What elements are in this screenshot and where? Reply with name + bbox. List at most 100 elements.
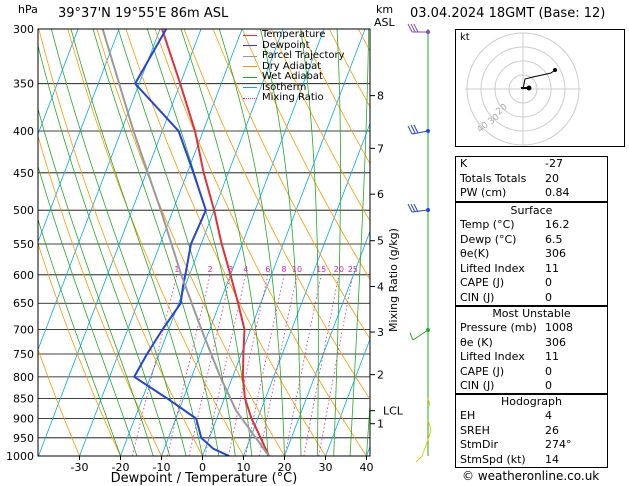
height-unit-label: km xyxy=(376,3,394,16)
hodo-row: StmDir 274° xyxy=(460,438,572,452)
mixing-ratio-line xyxy=(284,274,322,456)
copyright-footer[interactable]: © weatheronline.co.uk xyxy=(462,469,600,483)
most-unstable-table: Most Unstable Pressure (mb) 1008 θe (K) 30… xyxy=(455,305,608,395)
legend-swatch xyxy=(243,55,257,57)
wet-adiabat xyxy=(180,29,269,456)
isotherm-line xyxy=(38,29,79,136)
index-row: PW (cm) 0.84 xyxy=(460,186,570,200)
mixing-ratio-line xyxy=(258,274,298,456)
legend-label: Parcel Trajectory xyxy=(262,50,345,61)
wind-profile xyxy=(407,23,432,463)
legend-label: Isotherm xyxy=(262,81,307,93)
isotherm-line xyxy=(38,29,161,351)
right-axis-label: Mixing Ratio (g/kg) xyxy=(387,228,400,332)
legend-swatch xyxy=(243,34,257,36)
index-row: Totals Totals 20 xyxy=(460,171,559,185)
wet-adiabat xyxy=(70,29,203,456)
y-tick-label: 950 xyxy=(13,432,34,445)
index-row: K -27 xyxy=(460,157,563,170)
wind-barb xyxy=(407,203,429,213)
mixing-ratio-label: 2 xyxy=(208,265,213,274)
hodo-row: StmSpd (kt) 14 xyxy=(460,452,559,466)
x-tick-label: 20 xyxy=(278,461,292,474)
most-unstable-title: Most Unstable xyxy=(492,307,571,320)
hodograph-table-title: Hodograph xyxy=(501,395,562,408)
legend-label: Wet Adiabat xyxy=(262,71,323,82)
y-tick-label: 850 xyxy=(13,392,34,405)
pressure-unit-label: hPa xyxy=(18,3,38,16)
dewpoint-line xyxy=(132,29,230,456)
km-tick-label: 2 xyxy=(377,369,384,382)
wet-adiabat xyxy=(38,218,121,456)
legend-swatch xyxy=(243,87,257,89)
wet-adiabat xyxy=(38,107,154,456)
y-tick-label: 1000 xyxy=(6,450,34,463)
wind-marker xyxy=(426,208,430,212)
isotherm-line xyxy=(202,29,366,456)
dry-adiabat xyxy=(67,29,244,456)
wet-adiabat xyxy=(146,29,253,456)
legend-entry: Dewpoint xyxy=(243,39,345,52)
y-tick-label: 700 xyxy=(13,324,34,337)
wet-adiabat xyxy=(300,29,319,456)
x-tick-label: 0 xyxy=(199,461,206,474)
x-tick-label: 30 xyxy=(319,461,333,474)
temperature-line xyxy=(161,29,270,456)
legend-entry: Temperature xyxy=(243,29,345,41)
x-tick-label: -30 xyxy=(71,461,89,474)
y-tick-label: 450 xyxy=(13,167,34,180)
legend-entry: Isotherm xyxy=(243,81,345,94)
legend-swatch xyxy=(243,66,257,68)
legend: Temperature Dewpoint Parcel Trajectory Dry … xyxy=(243,29,345,104)
wet-adiabat xyxy=(51,29,187,456)
legend-swatch xyxy=(243,97,257,99)
mixing-ratio-label: 4 xyxy=(243,265,248,274)
legend-swatch xyxy=(243,76,257,78)
mixing-ratio-label: 8 xyxy=(282,265,287,274)
x-tick-label: -20 xyxy=(112,461,130,474)
mixing-ratio-line xyxy=(204,274,247,456)
wet-adiabat xyxy=(333,29,341,456)
mu-row: Lifted Index 11 xyxy=(460,350,559,364)
isotherm-line xyxy=(161,29,325,456)
wet-adiabat xyxy=(349,29,370,456)
dry-adiabat xyxy=(38,242,121,456)
mixing-ratio-label: 3 xyxy=(228,265,233,274)
legend-label: Dewpoint xyxy=(262,39,310,51)
mu-row: CIN (J) 0 xyxy=(460,379,552,393)
wet-adiabat xyxy=(117,29,236,456)
mu-row: θe (K) 306 xyxy=(460,335,566,349)
y-tick-label: 400 xyxy=(13,125,34,138)
y-tick-label: 900 xyxy=(13,413,34,426)
indices-table: K -27 Totals Totals 20 PW (cm) 0.84 xyxy=(455,156,608,202)
mixing-ratio-label: 15 xyxy=(316,265,326,274)
wet-adiabat xyxy=(92,29,220,456)
dry-adiabat xyxy=(299,29,370,165)
mixing-ratio-label: 20 xyxy=(334,265,344,274)
surface-title: Surface xyxy=(510,204,553,217)
surface-row: CAPE (J) 0 xyxy=(460,276,552,290)
legend-entry: Mixing Ratio xyxy=(243,92,345,104)
surface-table: Surface Temp (°C) 16.2 Dewp (°C) 6.5 θe(K)… xyxy=(455,202,608,307)
dry-adiabat xyxy=(38,348,80,456)
y-tick-label: 350 xyxy=(13,78,34,91)
hodograph-end-marker xyxy=(553,68,557,72)
wind-barb xyxy=(409,329,429,341)
y-tick-label: 650 xyxy=(13,297,34,310)
dry-adiabat xyxy=(38,29,203,456)
surface-row: Dewp (°C) 6.5 xyxy=(460,232,563,246)
parcel-trajectory-line xyxy=(101,29,270,456)
wind-barb xyxy=(407,23,428,33)
mixing-ratio-line xyxy=(228,274,269,456)
wind-marker xyxy=(426,328,430,332)
surface-row: θe(K) 306 xyxy=(460,247,566,261)
legend-label: Temperature xyxy=(262,29,326,40)
y-tick-label: 750 xyxy=(13,348,34,361)
mixing-ratio-label: 6 xyxy=(265,265,270,274)
wet-adiabat xyxy=(259,29,302,456)
lcl-label: LCL xyxy=(383,405,404,418)
y-tick-label: 600 xyxy=(13,269,34,282)
legend-entry: Dry Adiabat xyxy=(243,61,345,73)
height-unit-label-asl: ASL xyxy=(374,16,395,29)
